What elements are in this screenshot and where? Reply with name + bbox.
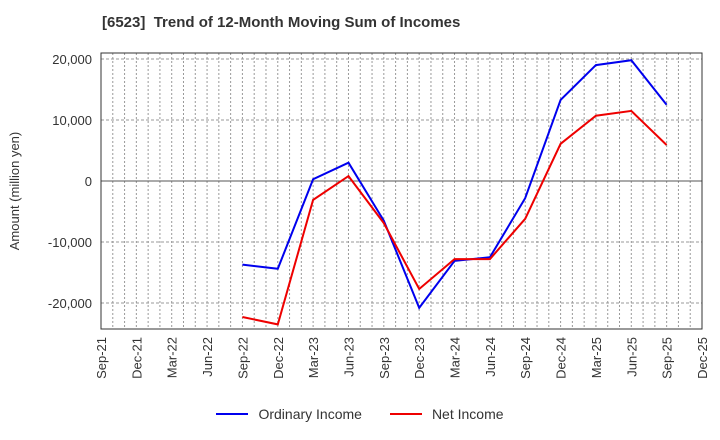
- legend-item-net-income[interactable]: Net Income: [389, 406, 504, 422]
- x-tick-label: Jun-23: [341, 337, 356, 377]
- y-tick-label: -10,000: [48, 235, 92, 250]
- legend-label: Net Income: [431, 406, 504, 422]
- y-tick-label: 20,000: [52, 52, 92, 67]
- chart-title: [6523] Trend of 12-Month Moving Sum of I…: [102, 14, 461, 31]
- legend-swatch-ordinary-income: [216, 413, 249, 415]
- y-axis: 20,000 10,000 0 -10,000 -20,000: [48, 52, 92, 311]
- x-axis: Sep-21 Dec-21 Mar-22 Jun-22 Sep-22 Dec-22 Mar-…: [94, 337, 710, 379]
- x-tick-label: Mar-22: [165, 337, 180, 378]
- legend-swatch-net-income: [389, 413, 422, 415]
- x-tick-label: Mar-23: [306, 337, 321, 378]
- x-tick-label: Sep-24: [518, 337, 533, 379]
- x-tick-label: Sep-23: [377, 337, 392, 379]
- x-tick-label: Sep-22: [235, 337, 250, 379]
- x-tick-label: Dec-22: [271, 337, 286, 379]
- x-tick-label: Jun-24: [483, 337, 498, 377]
- data-series: [242, 59, 668, 326]
- y-tick-label: 0: [85, 174, 92, 189]
- x-tick-label: Jun-22: [200, 337, 215, 377]
- x-tick-label: Dec-23: [412, 337, 427, 379]
- x-tick-label: Mar-24: [448, 337, 463, 378]
- x-tick-label: Mar-25: [589, 337, 604, 378]
- x-tick-label: Jun-25: [624, 337, 639, 377]
- plot-frame: [100, 52, 703, 330]
- x-tick-label: Sep-25: [660, 337, 675, 379]
- ordinary-income-line: [242, 59, 668, 310]
- y-axis-title: Amount (million yen): [7, 132, 22, 251]
- x-tick-label: Dec-24: [554, 337, 569, 379]
- net-income-line: [242, 109, 668, 326]
- y-tick-label: -20,000: [48, 296, 92, 311]
- x-tick-label: Dec-25: [695, 337, 710, 379]
- x-tick-label: Sep-21: [94, 337, 109, 379]
- legend-item-ordinary-income[interactable]: Ordinary Income: [216, 406, 362, 422]
- gridlines: [101, 53, 702, 329]
- legend: Ordinary Income Net Income: [0, 406, 720, 422]
- x-tick-label: Dec-21: [129, 337, 144, 379]
- legend-label: Ordinary Income: [258, 406, 362, 422]
- y-tick-label: 10,000: [52, 113, 92, 128]
